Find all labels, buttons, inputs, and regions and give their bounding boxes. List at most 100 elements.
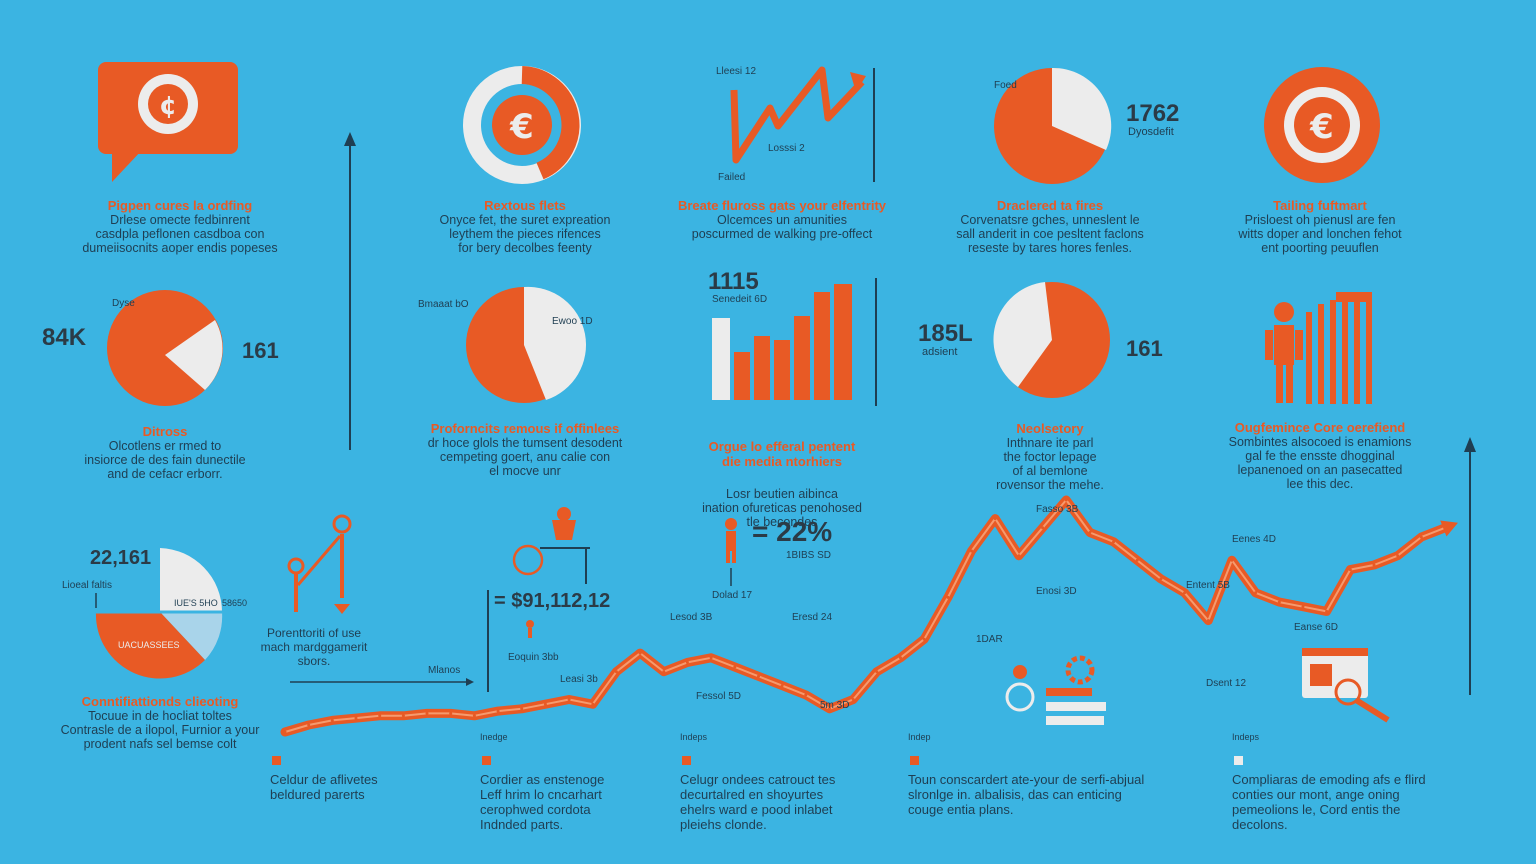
trend-arrowhead xyxy=(1440,520,1458,537)
footer-marker xyxy=(1234,756,1243,765)
trend-point xyxy=(1088,531,1092,534)
person-bars-icon xyxy=(1265,292,1372,404)
trend-annotation: Eenes 4D xyxy=(1232,534,1276,545)
trend-point xyxy=(1325,609,1329,613)
svg-text:€: € xyxy=(1309,107,1334,147)
footer-text: Toun conscardert ate-your de serfi-abjua… xyxy=(908,772,1145,817)
trend-annotation: 5m 3D xyxy=(820,700,850,711)
block-body: Olcotlens er rmed to insiorce de des fai… xyxy=(84,439,246,481)
block-ditross: Ditross Olcotlens er rmed to insiorce de… xyxy=(60,424,270,481)
people-caption: Porenttoriti of use mach mardggamerit sb… xyxy=(260,626,368,668)
footer-marker xyxy=(682,756,691,765)
block-body: Drlese omecte fedbinrent casdpla peflone… xyxy=(82,213,278,255)
trend-annotation: Fessol 5D xyxy=(696,691,742,702)
footer-head: Indep xyxy=(908,732,931,742)
stat-185l-sub: adsient xyxy=(922,346,958,358)
trend-point xyxy=(970,549,973,553)
trend-point xyxy=(638,651,642,655)
stat-185l: 185L xyxy=(918,320,973,347)
stat-22pct-sub: 1BIBS SD xyxy=(786,550,832,561)
trend-point xyxy=(662,670,666,674)
stat-161b: 161 xyxy=(1126,336,1163,361)
euro-ring-icon: € xyxy=(463,66,581,184)
trend-point xyxy=(1277,600,1281,604)
block-body: Onyce fet, the suret expreation leythem … xyxy=(439,213,611,255)
trend-annotation: 1DAR xyxy=(976,634,1003,645)
stat-161a: 161 xyxy=(242,338,279,363)
trend-point xyxy=(757,674,760,678)
trend-point xyxy=(733,665,737,669)
pie-label: Bmaaat bO xyxy=(418,299,469,310)
person-heart-icons xyxy=(287,514,352,614)
pie-label: Foed xyxy=(994,80,1017,91)
block-rextous: Rextous flets Onyce fet, the suret expre… xyxy=(405,198,645,255)
trend-point xyxy=(946,595,950,599)
block-body: Corvenatsre gches, unneslent le sall and… xyxy=(956,213,1144,255)
trend-point xyxy=(804,693,808,697)
block-body: Sombintes alsocoed is enamions gal fe th… xyxy=(1228,435,1412,491)
pie-legend: Lioeal faltis xyxy=(62,580,113,591)
trend-point xyxy=(307,723,311,727)
footer-marker xyxy=(482,756,491,765)
block-body: Losr beutien aibinca ination ofureticas … xyxy=(702,487,862,529)
block-title: Ougfemince Core oerefiend xyxy=(1234,420,1406,435)
trend-point xyxy=(1017,554,1021,558)
block-orgue: Orgue lo efferal pentent die media ntorh… xyxy=(672,421,892,547)
person-label: Dolad 17 xyxy=(712,590,753,601)
trend-point xyxy=(614,670,618,674)
trend-point xyxy=(1135,558,1139,562)
trend-point xyxy=(354,716,358,720)
trend-annotation: Eanse 6D xyxy=(1294,622,1338,633)
monitor-magnifier-icon xyxy=(1302,648,1390,723)
trend-point xyxy=(283,730,287,734)
trend-point xyxy=(591,702,595,706)
block-draclered: Draclered ta fires Corvenatsre gches, un… xyxy=(925,198,1175,255)
pie-22161 xyxy=(95,548,223,679)
trend-point xyxy=(1372,563,1376,567)
stat-1762-sub: Dyosdefit xyxy=(1128,126,1174,138)
footer-head: Inedge xyxy=(480,732,508,742)
block-title: Conntifiattionds clieoting xyxy=(81,694,239,709)
person-icon xyxy=(725,518,737,586)
trend-point xyxy=(1041,526,1045,530)
block-breate: Breate fluross gats your elfentrity Olce… xyxy=(652,198,912,241)
footer-text: Celdur de aflivetes beldured parerts xyxy=(270,772,378,802)
trend-point xyxy=(378,714,382,718)
block-neolsetory: Neolsetory Inthnare ite parl the foctor … xyxy=(960,421,1140,492)
trend-point xyxy=(567,698,571,701)
trend-point xyxy=(685,660,689,664)
trend-point xyxy=(1348,568,1352,572)
block-conntifiattionds: Conntifiattionds clieoting Tocuue in de … xyxy=(40,694,280,751)
pie-label: Ewoo 1D xyxy=(552,316,593,327)
block-title: Orgue lo efferal pentent die media ntorh… xyxy=(708,439,856,469)
svg-text:€: € xyxy=(509,107,534,147)
block-title: Draclered ta fires xyxy=(996,198,1104,213)
trend-point xyxy=(472,714,476,718)
stat-22pct: = 22% xyxy=(752,516,833,547)
trend-line xyxy=(280,495,1458,737)
footer-text: Cordier as enstenoge Leff hrim lo cncarh… xyxy=(480,772,605,832)
block-title: Rextous flets xyxy=(484,198,566,213)
trend-annotation: Fasso 3B xyxy=(1036,504,1079,515)
line-label: Failed xyxy=(718,172,746,183)
footer-marker xyxy=(910,756,919,765)
trend-point xyxy=(425,711,429,715)
trend-point xyxy=(1064,498,1068,502)
footer-marker xyxy=(272,756,281,765)
svg-text:¢: ¢ xyxy=(159,91,177,121)
block-title: Neolsetory xyxy=(1016,421,1084,436)
footer-text: Compliaras de emoding afs e flird contie… xyxy=(1232,772,1426,832)
block-body: Prisloest oh pienusl are fen witts doper… xyxy=(1238,213,1402,255)
stat-label: Dyse xyxy=(112,298,135,309)
trend-annotation: Lesod 3B xyxy=(670,612,713,623)
pie-inner-label: IUE'S 5HO xyxy=(174,598,218,608)
trend-point xyxy=(1254,591,1258,595)
trend-annotation: Dsent 12 xyxy=(1206,678,1247,689)
stat-1762: 1762 xyxy=(1126,100,1180,127)
pie-1762 xyxy=(994,67,1112,184)
trend-point xyxy=(520,707,524,711)
trend-annotation: Eresd 24 xyxy=(792,612,833,623)
trend-point xyxy=(1230,558,1234,562)
block-title: Ditross xyxy=(142,424,188,439)
